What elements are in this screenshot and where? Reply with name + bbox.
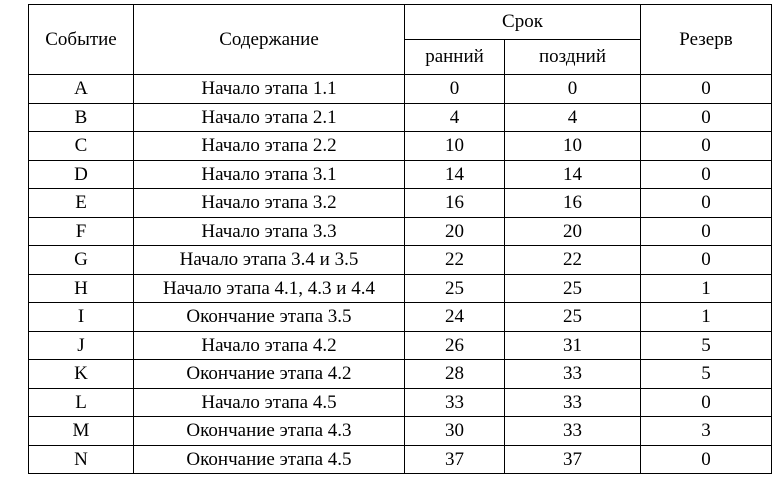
cell-content: Начало этапа 2.1: [133, 102, 405, 132]
cell-early: 24: [404, 302, 505, 332]
table-row: M Окончание этапа 4.3 30 33 3: [28, 416, 772, 446]
cell-content: Начало этапа 2.2: [133, 131, 405, 161]
header-content: Содержание: [133, 4, 405, 75]
cell-reserve: 0: [640, 245, 772, 275]
table-row: C Начало этапа 2.2 10 10 0: [28, 131, 772, 161]
cell-early: 4: [404, 102, 505, 132]
header-early: ранний: [404, 39, 505, 75]
cell-content: Начало этапа 4.2: [133, 330, 405, 360]
cell-content: Окончание этапа 4.2: [133, 359, 405, 389]
cell-content: Начало этапа 3.1: [133, 159, 405, 189]
cell-early: 0: [404, 74, 505, 104]
table-row: B Начало этапа 2.1 4 4 0: [28, 102, 772, 132]
cell-early: 26: [404, 330, 505, 360]
header-reserve: Резерв: [640, 4, 772, 75]
table-row: L Начало этапа 4.5 33 33 0: [28, 387, 772, 417]
events-table: Событие Содержание Срок Резерв ранний по…: [28, 4, 772, 474]
cell-reserve: 5: [640, 330, 772, 360]
cell-reserve: 0: [640, 188, 772, 218]
cell-content: Начало этапа 4.5: [133, 387, 405, 417]
cell-event: H: [28, 273, 134, 303]
cell-event: N: [28, 444, 134, 474]
cell-early: 22: [404, 245, 505, 275]
cell-late: 10: [504, 131, 641, 161]
table-row: J Начало этапа 4.2 26 31 5: [28, 330, 772, 360]
cell-late: 16: [504, 188, 641, 218]
cell-content: Начало этапа 4.1, 4.3 и 4.4: [133, 273, 405, 303]
cell-event: M: [28, 416, 134, 446]
cell-reserve: 0: [640, 74, 772, 104]
cell-event: A: [28, 74, 134, 104]
cell-early: 33: [404, 387, 505, 417]
cell-reserve: 1: [640, 302, 772, 332]
cell-late: 25: [504, 273, 641, 303]
cell-early: 25: [404, 273, 505, 303]
cell-late: 33: [504, 359, 641, 389]
cell-late: 25: [504, 302, 641, 332]
header-term: Срок: [404, 4, 641, 40]
table-row: A Начало этапа 1.1 0 0 0: [28, 74, 772, 104]
cell-late: 33: [504, 416, 641, 446]
header-late: поздний: [504, 39, 641, 75]
cell-reserve: 0: [640, 444, 772, 474]
cell-reserve: 0: [640, 159, 772, 189]
cell-early: 10: [404, 131, 505, 161]
cell-reserve: 1: [640, 273, 772, 303]
cell-event: G: [28, 245, 134, 275]
cell-event: L: [28, 387, 134, 417]
cell-early: 37: [404, 444, 505, 474]
cell-event: K: [28, 359, 134, 389]
cell-reserve: 5: [640, 359, 772, 389]
cell-late: 31: [504, 330, 641, 360]
cell-content: Начало этапа 3.2: [133, 188, 405, 218]
table-row: D Начало этапа 3.1 14 14 0: [28, 159, 772, 189]
cell-early: 14: [404, 159, 505, 189]
cell-late: 33: [504, 387, 641, 417]
table-row: I Окончание этапа 3.5 24 25 1: [28, 302, 772, 332]
table-row: H Начало этапа 4.1, 4.3 и 4.4 25 25 1: [28, 273, 772, 303]
cell-reserve: 3: [640, 416, 772, 446]
table-row: F Начало этапа 3.3 20 20 0: [28, 216, 772, 246]
table-row: N Окончание этапа 4.5 37 37 0: [28, 444, 772, 474]
cell-late: 14: [504, 159, 641, 189]
cell-late: 0: [504, 74, 641, 104]
cell-event: E: [28, 188, 134, 218]
cell-content: Окончание этапа 4.3: [133, 416, 405, 446]
cell-late: 22: [504, 245, 641, 275]
cell-content: Начало этапа 3.4 и 3.5: [133, 245, 405, 275]
cell-reserve: 0: [640, 216, 772, 246]
cell-event: D: [28, 159, 134, 189]
cell-content: Окончание этапа 4.5: [133, 444, 405, 474]
cell-late: 4: [504, 102, 641, 132]
cell-early: 30: [404, 416, 505, 446]
cell-late: 20: [504, 216, 641, 246]
table-row: G Начало этапа 3.4 и 3.5 22 22 0: [28, 245, 772, 275]
cell-early: 16: [404, 188, 505, 218]
cell-content: Окончание этапа 3.5: [133, 302, 405, 332]
table-row: K Окончание этапа 4.2 28 33 5: [28, 359, 772, 389]
cell-event: F: [28, 216, 134, 246]
cell-late: 37: [504, 444, 641, 474]
cell-event: J: [28, 330, 134, 360]
cell-event: B: [28, 102, 134, 132]
cell-early: 28: [404, 359, 505, 389]
cell-content: Начало этапа 3.3: [133, 216, 405, 246]
table-row: E Начало этапа 3.2 16 16 0: [28, 188, 772, 218]
cell-reserve: 0: [640, 387, 772, 417]
cell-reserve: 0: [640, 102, 772, 132]
cell-reserve: 0: [640, 131, 772, 161]
cell-early: 20: [404, 216, 505, 246]
cell-event: I: [28, 302, 134, 332]
header-event: Событие: [28, 4, 134, 75]
cell-content: Начало этапа 1.1: [133, 74, 405, 104]
cell-event: C: [28, 131, 134, 161]
